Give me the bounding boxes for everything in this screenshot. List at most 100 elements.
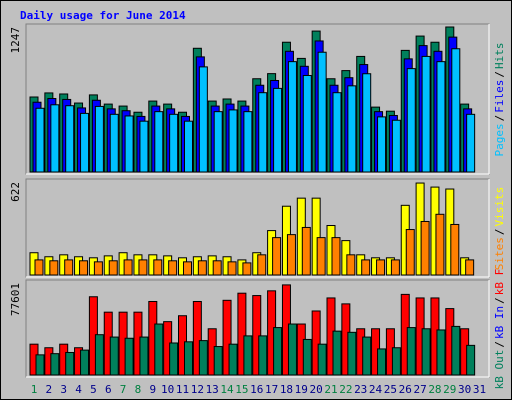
bar <box>332 92 342 173</box>
bar <box>109 336 119 376</box>
bar <box>346 254 356 276</box>
x-tick-label: 17 <box>265 383 278 396</box>
bar <box>80 112 90 173</box>
x-tick-label: 10 <box>161 383 174 396</box>
legend-separator: / <box>493 229 506 236</box>
bar <box>377 348 387 376</box>
bar <box>362 336 372 376</box>
bar <box>317 343 327 376</box>
bar <box>227 261 237 276</box>
x-tick-label: 20 <box>310 383 323 396</box>
x-tick-label: 3 <box>60 383 67 396</box>
bar <box>311 310 321 376</box>
legend-entry: Hits <box>493 43 506 70</box>
bar <box>65 351 75 376</box>
x-tick-label: 11 <box>176 383 189 396</box>
bar <box>153 259 163 276</box>
bar <box>258 335 268 376</box>
bar <box>93 261 103 276</box>
bar <box>421 55 431 173</box>
legend-separator: / <box>493 115 506 122</box>
bar <box>272 237 282 276</box>
legend: Sites/ Visits <box>493 187 506 271</box>
bar <box>301 226 311 276</box>
bar <box>124 337 134 376</box>
x-tick-label: 28 <box>428 383 441 396</box>
bar <box>302 338 312 376</box>
x-tick-label: 19 <box>295 383 308 396</box>
bar <box>242 262 252 276</box>
legend: kB Out/kB In/kB F <box>493 269 506 390</box>
bar <box>222 299 232 376</box>
x-tick-label: 27 <box>413 383 426 396</box>
bar <box>332 330 342 376</box>
legend: Pages/Files/Hits <box>493 43 506 157</box>
y-tick-label: 1247 <box>9 27 22 54</box>
bar <box>109 113 119 173</box>
bar <box>287 323 297 376</box>
bar <box>169 342 179 376</box>
bar <box>450 223 460 276</box>
bar <box>258 92 268 173</box>
bar <box>79 260 89 276</box>
bar <box>252 295 262 376</box>
bar <box>257 254 267 276</box>
bar <box>184 120 193 173</box>
legend-entry: Visits <box>493 187 506 227</box>
bar <box>237 292 247 376</box>
bar <box>65 105 75 173</box>
bar <box>435 213 445 276</box>
x-tick-label: 8 <box>135 383 142 396</box>
bar <box>50 104 60 173</box>
bar <box>198 66 208 173</box>
x-tick-label: 24 <box>369 383 383 396</box>
bar <box>184 341 193 376</box>
x-tick-label: 2 <box>46 383 53 396</box>
bar <box>436 61 446 173</box>
bar <box>273 87 283 173</box>
x-tick-label: 14 <box>220 383 234 396</box>
chart-title: Daily usage for June 2014 <box>20 9 186 22</box>
y-tick-label: 77601 <box>9 283 22 316</box>
bar <box>94 105 104 173</box>
x-tick-label: 15 <box>235 383 248 396</box>
bar <box>316 237 326 276</box>
bar <box>436 329 446 376</box>
x-tick-label: 4 <box>75 383 82 396</box>
bar <box>154 323 164 376</box>
bar <box>94 334 104 376</box>
bar <box>243 335 253 376</box>
bar <box>124 115 134 173</box>
bar <box>35 354 45 376</box>
bar <box>317 51 327 173</box>
bar <box>347 331 357 376</box>
bar <box>362 73 372 173</box>
bar <box>228 109 238 173</box>
bar <box>213 346 223 376</box>
bar <box>139 336 149 376</box>
bar <box>139 120 149 173</box>
bar <box>287 61 297 173</box>
x-tick-label: 13 <box>206 383 219 396</box>
bar <box>49 260 59 276</box>
x-tick-label: 26 <box>399 383 412 396</box>
bar <box>212 260 222 276</box>
bar <box>406 68 416 173</box>
bar <box>421 328 431 376</box>
bar <box>80 349 90 376</box>
bar <box>302 74 312 173</box>
legend-entry: kB Out <box>493 350 506 390</box>
bar <box>466 344 476 376</box>
x-tick-label: 9 <box>149 383 156 396</box>
x-tick-label: 31 <box>473 383 486 396</box>
bar <box>451 325 461 376</box>
bar <box>50 353 60 376</box>
bar <box>169 113 179 173</box>
bar <box>406 327 416 376</box>
x-tick-label: 23 <box>354 383 367 396</box>
bar <box>376 259 386 276</box>
x-tick-label: 29 <box>443 383 456 396</box>
x-tick-label: 1 <box>31 383 38 396</box>
bar <box>108 260 118 276</box>
bar <box>154 111 164 173</box>
